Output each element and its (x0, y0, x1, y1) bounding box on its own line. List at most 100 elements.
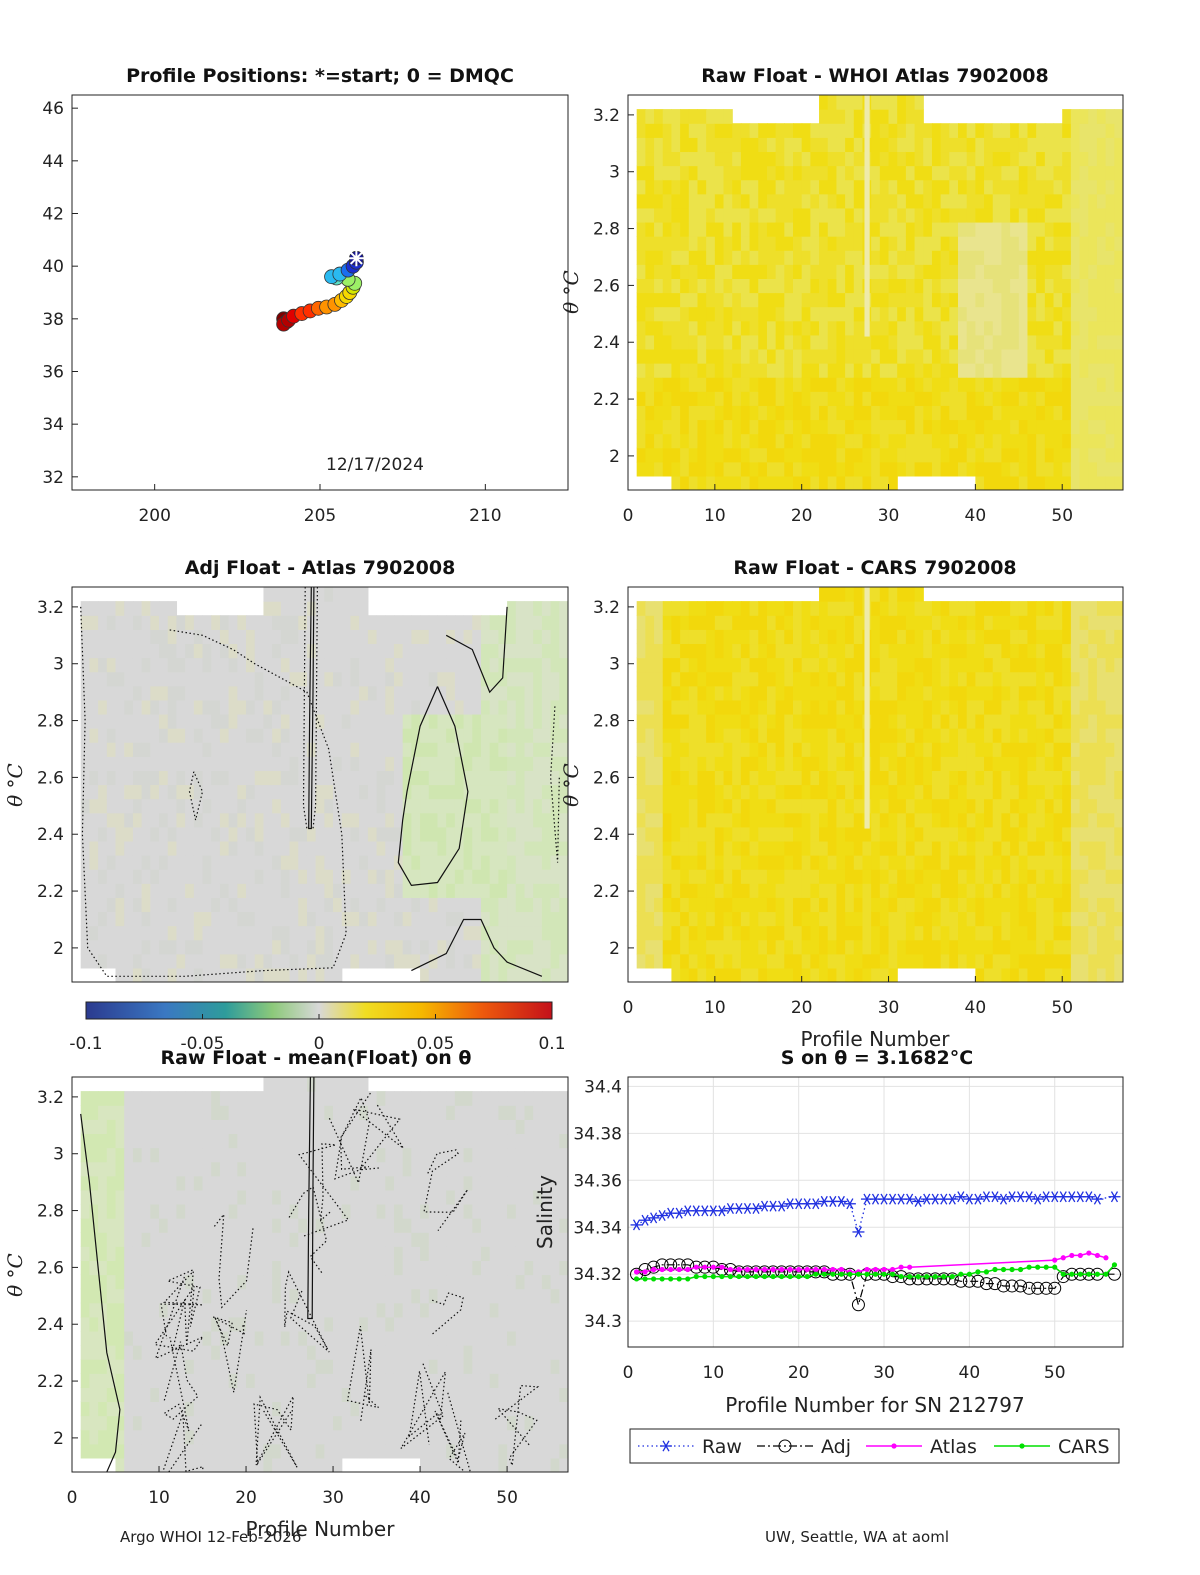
heat-cell (385, 925, 395, 941)
heat-cell (723, 348, 733, 364)
heat-cell (463, 742, 473, 757)
heat-cell (472, 840, 482, 856)
heat-cell (810, 869, 820, 884)
heat-cell (541, 671, 552, 687)
heat-cell (524, 812, 534, 828)
heat-cell (1010, 447, 1020, 463)
heat-cell (758, 855, 768, 870)
heat-cell (975, 278, 985, 294)
heat-cell (507, 869, 517, 884)
heat-cell (905, 685, 916, 701)
heat-cell (853, 419, 864, 435)
y-tick-label: 2 (609, 939, 620, 959)
heat-cell (827, 967, 838, 982)
heat-cell (732, 137, 742, 153)
heat-cell (706, 699, 716, 715)
heat-cell (541, 869, 552, 884)
heat-cell (1079, 475, 1089, 490)
heat-cell (324, 784, 334, 800)
heat-cell (879, 855, 890, 870)
heat-cell (905, 179, 916, 195)
heat-cell (1096, 643, 1107, 659)
heat-cell (350, 883, 360, 898)
heat-cell (324, 826, 334, 842)
heat-cell (732, 897, 742, 913)
heat-cell (958, 320, 968, 336)
heat-cell (515, 883, 526, 898)
heat-cell (697, 812, 707, 828)
heat-cell (1053, 207, 1063, 223)
heat-cell (367, 911, 378, 927)
heat-cell (984, 798, 994, 814)
heat-cell (706, 447, 716, 463)
heat-cell (1036, 869, 1046, 884)
heat-cell (185, 1373, 195, 1388)
heat-cell (897, 657, 907, 673)
heat-cell (966, 447, 976, 463)
heat-cell (1062, 348, 1072, 364)
heat-cell (697, 193, 707, 209)
heat-cell (1044, 292, 1055, 308)
heat-cell (740, 236, 751, 251)
heat-cell (159, 911, 169, 927)
heat-cell (827, 855, 838, 870)
heat-cell (671, 334, 681, 350)
heat-cell (159, 784, 169, 800)
heat-cell (489, 911, 499, 927)
heat-cell (819, 784, 829, 800)
heat-cell (246, 643, 256, 659)
heat-cell (1053, 601, 1063, 616)
heat-cell (1053, 657, 1063, 673)
heat-cell (376, 770, 386, 786)
heat-cell (975, 967, 985, 982)
heat-cell (159, 1161, 169, 1177)
heat-cell (385, 657, 395, 673)
heat-cell (324, 615, 334, 630)
heat-cell (662, 953, 673, 969)
heat-cell (714, 826, 725, 842)
heat-cell (1036, 433, 1046, 449)
heat-cell (680, 123, 690, 138)
heat-cell (940, 348, 950, 364)
heat-cell (446, 770, 456, 786)
heat-cell (654, 221, 664, 237)
heat-cell (775, 391, 785, 406)
heat-cell (905, 939, 916, 955)
heat-cell (801, 151, 811, 167)
heat-cell (836, 363, 846, 378)
heat-cell (740, 643, 751, 659)
heat-cell (1027, 925, 1037, 941)
heat-cell (515, 657, 526, 673)
heat-cell (446, 784, 456, 800)
heat-cell (254, 713, 265, 729)
heat-cell (949, 685, 959, 701)
heat-cell (533, 713, 543, 729)
heat-cell (1079, 742, 1089, 757)
heat-cell (80, 1218, 91, 1233)
heat-cell (559, 601, 568, 616)
heat-cell (124, 1345, 134, 1360)
heat-cell (645, 756, 655, 771)
heat-cell (1010, 250, 1020, 265)
heat-cell (246, 840, 256, 856)
heat-cell (810, 278, 820, 294)
heat-cell (159, 1330, 169, 1346)
heat-cell (723, 770, 733, 786)
heat-cell (862, 377, 872, 392)
heat-cell (749, 165, 759, 181)
heat-cell (827, 798, 838, 814)
heat-cell (793, 784, 803, 800)
heat-cell (714, 236, 725, 251)
heat-cell (193, 967, 204, 982)
heat-cell (306, 869, 317, 884)
heat-cell (940, 685, 950, 701)
heat-cell (706, 363, 716, 378)
heat-cell (923, 699, 933, 715)
heat-cell (202, 713, 212, 729)
heat-cell (472, 685, 482, 701)
heat-cell (89, 629, 99, 645)
heat-cell (1044, 264, 1055, 279)
heat-cell (1053, 123, 1063, 138)
heat-cell (636, 713, 646, 729)
heat-cell (1036, 812, 1046, 828)
